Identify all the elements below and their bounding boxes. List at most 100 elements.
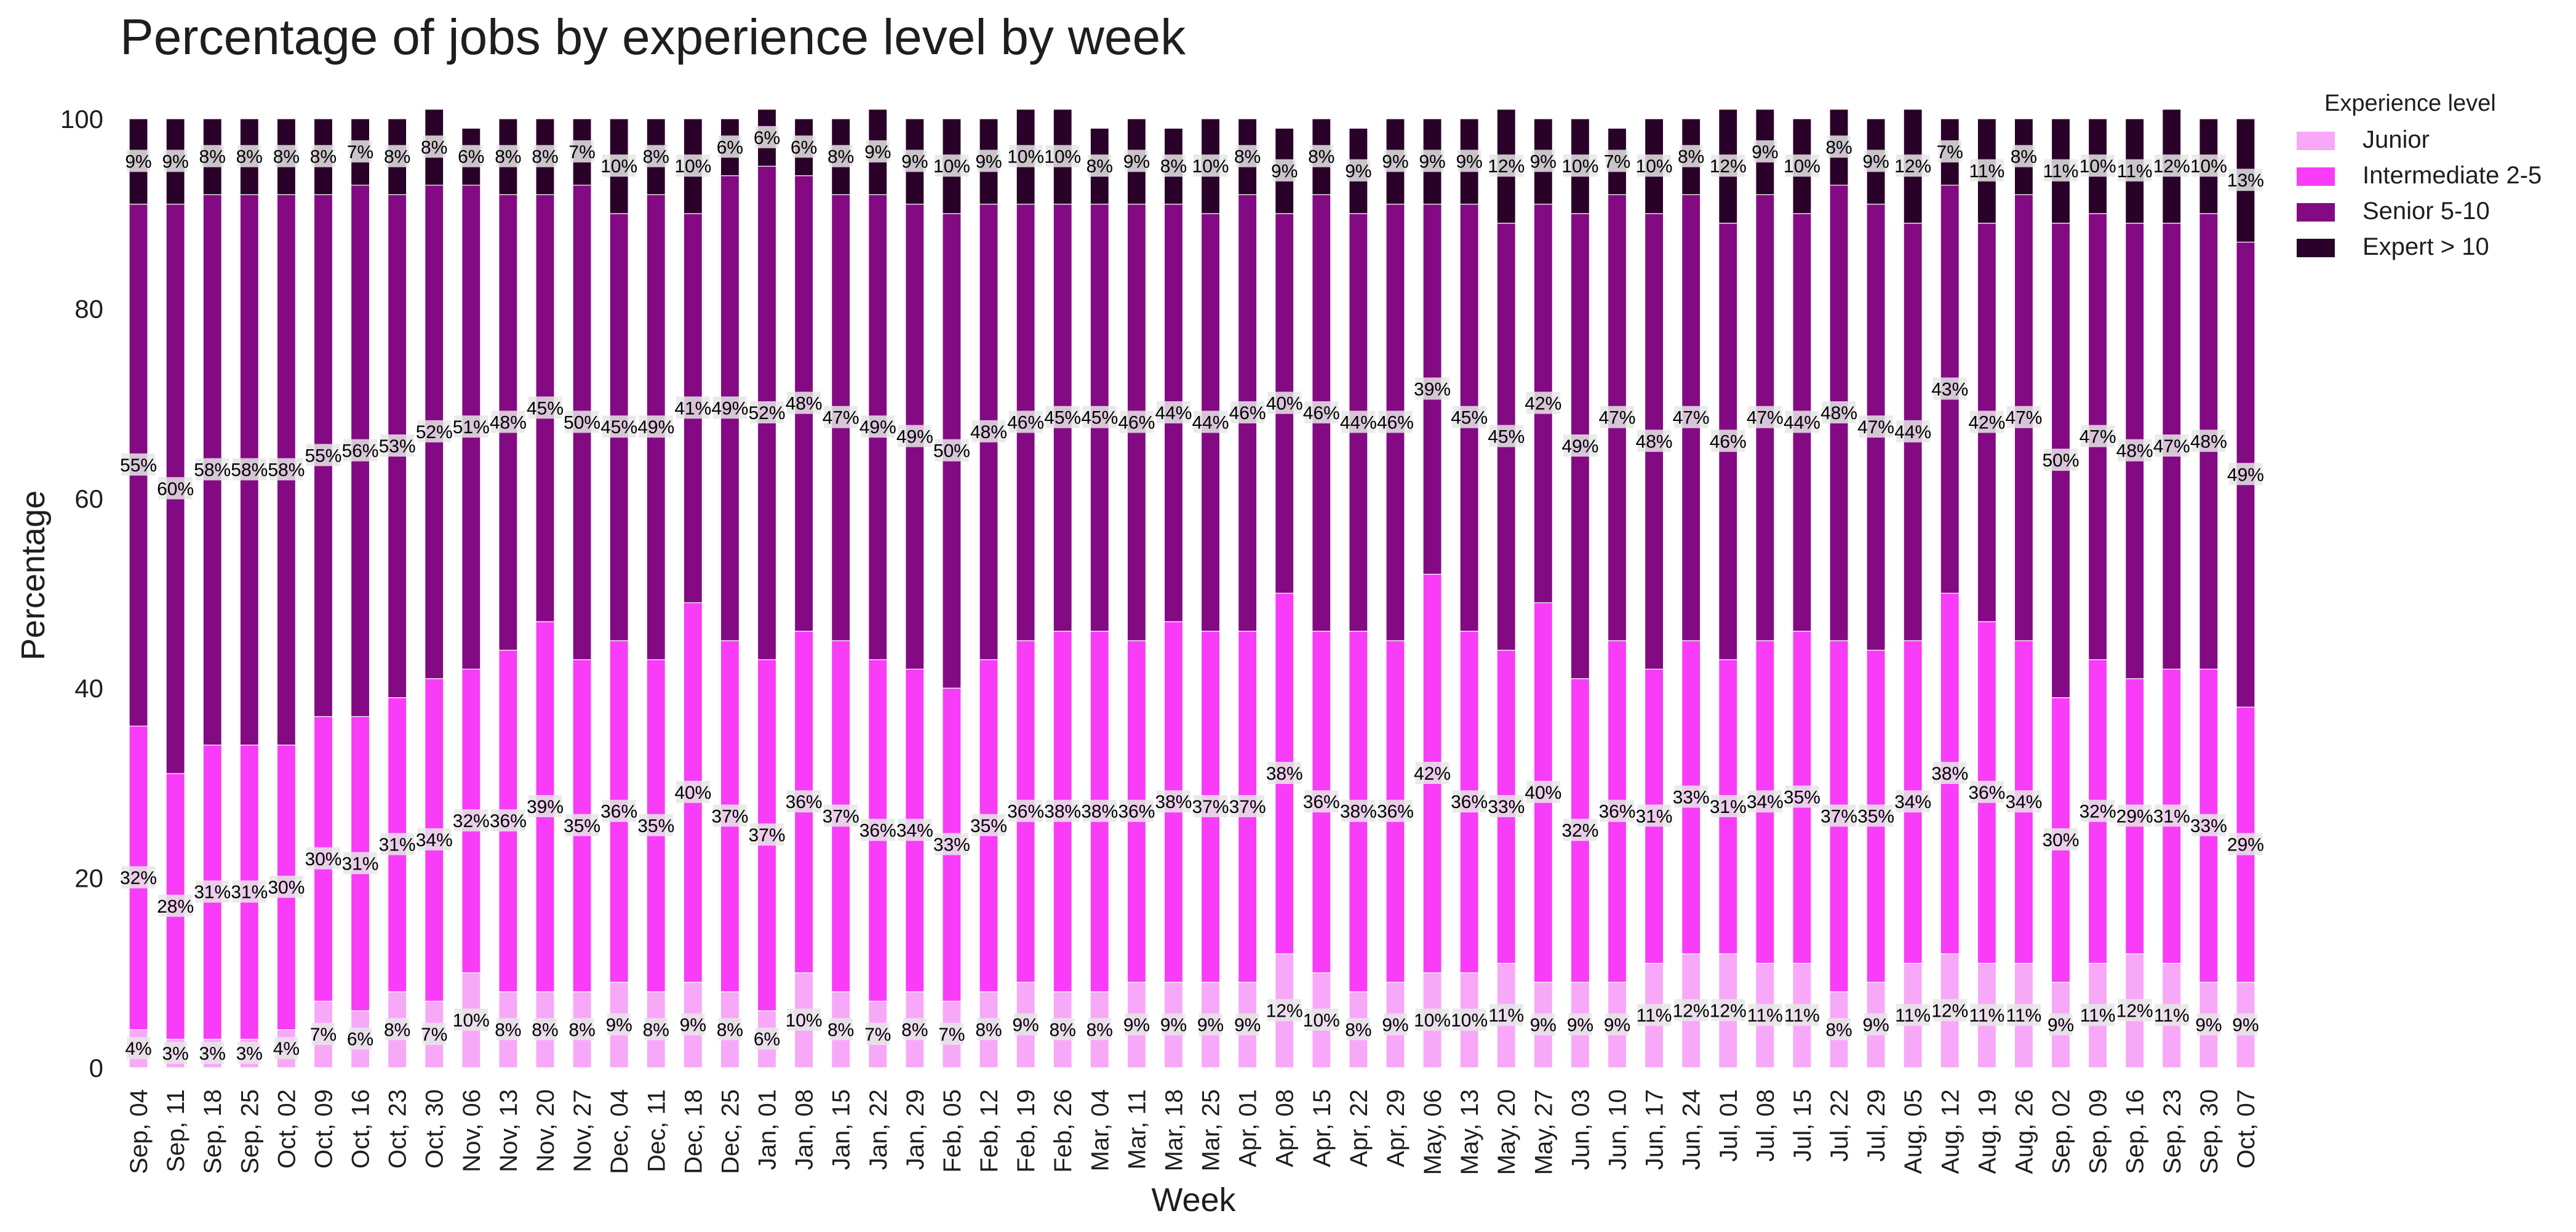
data-label: 44% <box>1894 422 1931 442</box>
data-label: 8% <box>2011 147 2037 167</box>
data-label-box <box>1748 790 1782 813</box>
x-tick-label: Sep, 25 <box>236 1089 263 1174</box>
data-label-box <box>1119 410 1154 433</box>
data-label: 8% <box>273 147 300 167</box>
data-label: 45% <box>1451 408 1488 428</box>
data-label: 32% <box>120 868 157 889</box>
data-label-box <box>164 150 188 172</box>
data-label: 35% <box>637 816 674 836</box>
data-label: 8% <box>975 1020 1002 1040</box>
data-label: 10% <box>1561 156 1598 177</box>
data-label-box <box>755 126 779 148</box>
data-label: 8% <box>421 137 447 158</box>
x-tick-label: Oct, 07 <box>2233 1089 2260 1169</box>
data-label: 8% <box>643 1020 669 1040</box>
data-label-box <box>1452 406 1486 428</box>
x-tick-label: Oct, 30 <box>421 1089 449 1169</box>
x-tick-label: Jun, 24 <box>1678 1089 1705 1170</box>
data-label: 55% <box>305 446 341 466</box>
data-label: 9% <box>1012 1015 1039 1036</box>
x-tick-label: Sep, 23 <box>2159 1089 2186 1174</box>
data-label: 9% <box>1530 1015 1557 1036</box>
data-label-box <box>1489 425 1523 447</box>
data-label: 8% <box>199 147 226 167</box>
data-label-box <box>1267 391 1302 414</box>
data-label: 53% <box>379 436 416 457</box>
data-label: 11% <box>1488 1006 1524 1026</box>
legend[interactable]: Experience level Junior Intermediate 2-5 S… <box>2297 90 2542 260</box>
data-label-box <box>1637 804 1672 827</box>
data-label-box <box>1088 1018 1112 1041</box>
data-label-box <box>274 145 298 167</box>
data-label: 58% <box>268 460 305 481</box>
data-label-box <box>1230 794 1265 817</box>
data-label: 49% <box>2227 465 2264 485</box>
data-label: 10% <box>674 156 711 177</box>
y-tick-label: 0 <box>89 1054 103 1082</box>
data-label-box <box>602 415 636 438</box>
data-label-box <box>1748 406 1782 428</box>
data-label: 58% <box>194 460 231 481</box>
x-tick-label: Sep, 02 <box>2048 1089 2075 1174</box>
data-label: 10% <box>786 1010 823 1031</box>
data-label-box <box>459 145 483 167</box>
data-label-box <box>1896 420 1930 442</box>
data-label: 12% <box>1894 156 1931 177</box>
data-label: 9% <box>2232 1015 2259 1036</box>
data-label: 35% <box>1857 806 1894 826</box>
data-label-box <box>269 458 303 481</box>
data-label-box <box>1008 410 1043 433</box>
data-label: 9% <box>901 151 928 172</box>
data-label-box <box>1194 410 1228 433</box>
data-label-box <box>1932 377 1967 400</box>
data-label-box <box>565 814 599 836</box>
data-label-box <box>422 1023 446 1046</box>
x-tick-label: Apr, 08 <box>1272 1089 1299 1167</box>
data-label-box <box>644 145 668 167</box>
data-label-box <box>935 439 969 462</box>
data-label-box <box>1230 401 1265 424</box>
data-label-box <box>2012 145 2036 167</box>
data-label: 11% <box>1895 1006 1931 1026</box>
data-label: 9% <box>125 151 151 172</box>
data-label-box <box>1822 804 1856 827</box>
data-label: 9% <box>1456 151 1482 172</box>
legend-entry[interactable]: Expert > 10 <box>2363 233 2489 260</box>
data-label: 38% <box>1081 802 1118 822</box>
data-label: 9% <box>1530 151 1557 172</box>
data-label-box <box>528 794 562 817</box>
data-label: 46% <box>1229 403 1266 423</box>
data-label-box <box>639 415 673 438</box>
y-tick-label: 20 <box>74 864 103 893</box>
y-tick-label: 100 <box>60 105 103 134</box>
data-label: 6% <box>458 147 484 167</box>
data-label-box <box>2191 154 2226 177</box>
legend-entry[interactable]: Senior 5-10 <box>2363 198 2490 225</box>
data-label: 8% <box>1345 1020 1371 1040</box>
data-label: 9% <box>1234 1015 1261 1036</box>
data-label-box <box>750 823 784 846</box>
data-label: 37% <box>711 806 748 826</box>
legend-entry[interactable]: Intermediate 2-5 <box>2363 162 2542 189</box>
data-label: 44% <box>1192 412 1229 433</box>
data-label-box <box>792 135 816 158</box>
data-label-box <box>1051 1018 1075 1041</box>
data-label: 8% <box>1825 137 1852 158</box>
x-tick-label: Oct, 02 <box>273 1089 300 1169</box>
data-label-box <box>1864 150 1888 172</box>
data-label-box <box>306 444 340 466</box>
data-label-box <box>1896 790 1930 813</box>
data-label-box <box>1014 1013 1038 1036</box>
data-label: 8% <box>236 147 263 167</box>
legend-entry[interactable]: Junior <box>2363 126 2430 153</box>
data-label: 9% <box>1197 1015 1224 1036</box>
data-label: 10% <box>1636 156 1673 177</box>
data-label-box <box>861 415 895 438</box>
x-tick-label: Apr, 15 <box>1309 1089 1336 1167</box>
data-label-box <box>676 396 710 419</box>
x-tick-label: Nov, 20 <box>532 1089 559 1172</box>
x-tick-label: Jul, 29 <box>1863 1089 1890 1162</box>
data-label: 49% <box>711 398 748 418</box>
data-label-box <box>274 1037 298 1060</box>
data-label: 31% <box>194 882 231 903</box>
